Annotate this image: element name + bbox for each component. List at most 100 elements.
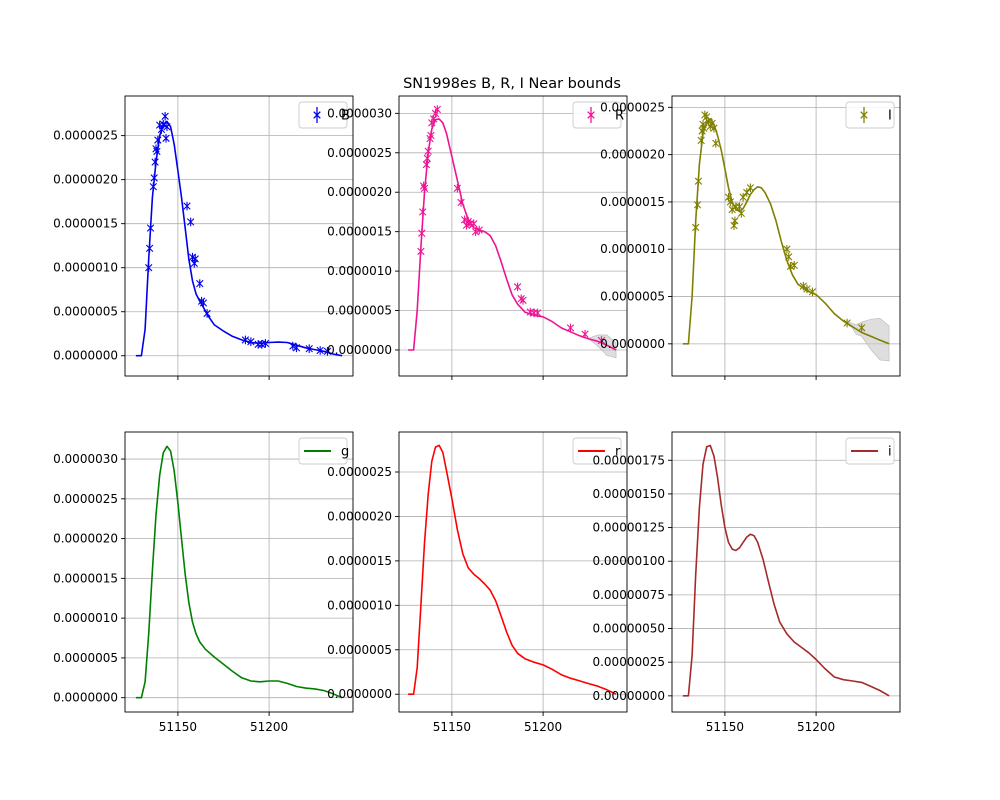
y-tick-label: 0.0000010 xyxy=(327,598,392,612)
data-point xyxy=(292,343,301,353)
plot-area xyxy=(408,105,617,359)
data-point xyxy=(203,309,211,318)
data-point xyxy=(743,188,751,197)
legend-box xyxy=(298,101,348,129)
y-tick-label: 0.0000010 xyxy=(600,242,665,256)
y-tick-label: 0.0000010 xyxy=(327,264,392,278)
data-point xyxy=(159,119,167,129)
data-point xyxy=(783,244,791,254)
data-point xyxy=(199,298,208,308)
panel-B: 0.0000000 0.0000005 0.0000010 0.0000015 0.00… xyxy=(53,95,354,380)
data-point xyxy=(162,133,170,143)
data-point xyxy=(731,216,739,226)
data-point xyxy=(153,147,161,156)
y-tick-label: 0.00000150 xyxy=(592,487,665,501)
data-point xyxy=(790,261,798,270)
y-tick-label: 0.0000000 xyxy=(327,343,392,357)
y-tick-label: 0.0000030 xyxy=(327,106,392,120)
y-tick-label: 0.0000025 xyxy=(53,492,118,506)
y-tick-label: 0.00000100 xyxy=(592,554,665,568)
data-point xyxy=(422,160,431,169)
data-point xyxy=(737,208,746,218)
data-point xyxy=(191,254,199,264)
y-tick-label: 0.0000025 xyxy=(600,100,665,114)
x-tick-label: 51200 xyxy=(524,720,562,734)
data-point xyxy=(457,198,465,207)
data-point xyxy=(196,279,204,288)
data-point xyxy=(145,263,153,272)
axes-frame xyxy=(124,431,354,713)
y-tick-label: 0.0000015 xyxy=(327,225,392,239)
y-tick-label: 0.0000005 xyxy=(53,651,118,665)
data-point xyxy=(799,281,808,291)
data-point xyxy=(289,341,297,351)
y-tick-label: 0.0000010 xyxy=(53,261,118,275)
x-tick-label: 51150 xyxy=(159,720,197,734)
data-point xyxy=(433,105,441,114)
data-point xyxy=(470,219,478,229)
y-tick-label: 0.0000000 xyxy=(327,687,392,701)
plot-area xyxy=(408,444,617,695)
y-tick-label: 0.00000175 xyxy=(592,453,665,467)
x-tick-label: 51150 xyxy=(433,720,471,734)
data-point xyxy=(697,136,705,145)
panels: 0.0000000 0.0000005 0.0000010 0.0000015 0.00… xyxy=(53,95,901,734)
y-tick-label: 0.0000025 xyxy=(327,146,392,160)
plot-area xyxy=(682,444,890,697)
y-tick-label: 0.00000050 xyxy=(592,622,665,636)
panel-R: 0.0000000 0.0000005 0.0000010 0.0000015 0.00… xyxy=(327,95,628,380)
panel-g: 0.0000000 0.0000005 0.0000010 0.0000015 0.00… xyxy=(53,431,354,734)
fit-curve xyxy=(408,444,617,695)
legend: B xyxy=(298,101,350,129)
panel-r: 0.0000000 0.0000005 0.0000010 0.0000015 0.00… xyxy=(327,431,628,734)
legend: i xyxy=(845,437,895,465)
data-point xyxy=(735,202,744,211)
y-tick-label: 0.0000005 xyxy=(53,305,118,319)
data-point xyxy=(418,228,426,238)
axes-frame xyxy=(398,95,628,377)
fit-curve xyxy=(135,445,343,699)
data-point xyxy=(323,347,332,356)
y-tick-label: 0.0000020 xyxy=(600,148,665,162)
data-point xyxy=(154,135,162,145)
data-point xyxy=(746,183,755,193)
legend: I xyxy=(845,101,895,129)
plot-area xyxy=(135,111,343,357)
data-point xyxy=(305,344,313,354)
y-tick-label: 0.0000015 xyxy=(600,195,665,209)
data-point xyxy=(453,183,462,193)
data-point xyxy=(519,295,527,305)
data-point xyxy=(858,323,866,333)
data-point xyxy=(417,247,425,256)
data-point xyxy=(423,154,431,163)
y-tick-label: 0.0000025 xyxy=(327,465,392,479)
y-tick-label: 0.0000000 xyxy=(600,337,665,351)
data-point xyxy=(183,201,191,211)
legend-label: B xyxy=(341,109,350,124)
data-point xyxy=(513,282,522,292)
data-point xyxy=(581,329,589,339)
data-point xyxy=(471,227,480,236)
figure-title: SN1998es B, R, I Near bounds xyxy=(403,76,621,92)
legend-handle xyxy=(587,107,595,123)
data-point xyxy=(785,252,793,262)
data-point xyxy=(420,183,429,193)
legend-box xyxy=(572,101,622,129)
axes-frame xyxy=(124,95,354,377)
data-point xyxy=(161,111,169,121)
data-point xyxy=(146,223,155,233)
data-point xyxy=(427,131,435,140)
legend-handle xyxy=(860,107,868,123)
legend-label: r xyxy=(615,445,621,460)
y-tick-label: 0.00000075 xyxy=(592,588,665,602)
y-tick-label: 0.00000025 xyxy=(592,655,665,669)
plot-area xyxy=(682,110,890,362)
data-point xyxy=(150,173,158,183)
data-point xyxy=(475,225,483,235)
uncertainty-band xyxy=(848,317,890,362)
legend: R xyxy=(572,101,624,129)
y-tick-label: 0.0000015 xyxy=(327,554,392,568)
y-tick-label: 0.00000000 xyxy=(592,689,665,703)
